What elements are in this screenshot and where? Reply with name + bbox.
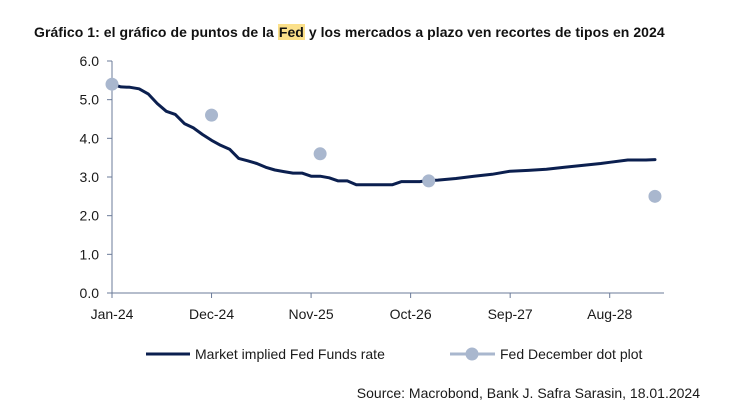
chart-title-suffix: y los mercados a plazo ven recortes de t…: [304, 24, 665, 40]
legend-dot-swatch: [465, 347, 479, 361]
x-tick-label: Sep-27: [488, 306, 533, 322]
x-tick-label: Nov-25: [289, 306, 334, 322]
source-note: Source: Macrobond, Bank J. Safra Sarasin…: [356, 385, 700, 401]
x-tick-label: Jan-24: [91, 306, 134, 322]
dot-plot-point: [648, 189, 662, 203]
legend-label-market-implied: Market implied Fed Funds rate: [195, 346, 385, 362]
market-implied-rate-line: [110, 82, 657, 187]
y-tick-label: 0.0: [80, 285, 100, 301]
dot-plot-point: [205, 108, 219, 122]
chart-title-highlight: Fed: [277, 24, 305, 40]
chart-title-prefix: Gráfico 1: el gráfico de puntos de la: [34, 24, 278, 40]
y-tick-label: 4.0: [80, 130, 100, 146]
y-tick-label: 5.0: [80, 92, 100, 108]
legend: Market implied Fed Funds rate Fed Decembe…: [146, 346, 643, 362]
dot-plot-point: [105, 77, 119, 91]
y-tick-label: 6.0: [80, 53, 100, 69]
x-tick-label: Aug-28: [587, 306, 632, 322]
y-tick-label: 1.0: [80, 246, 100, 262]
x-tick-label: Dec-24: [189, 306, 234, 322]
chart-title: Gráfico 1: el gráfico de puntos de la Fe…: [34, 24, 665, 40]
x-tick-label: Oct-26: [390, 306, 432, 322]
y-axis: 0.0 1.0 2.0 3.0 4.0 5.0 6.0: [80, 53, 113, 301]
series-market-implied: [110, 82, 657, 187]
y-tick-label: 2.0: [80, 208, 100, 224]
y-tick-label: 3.0: [80, 169, 100, 185]
x-axis: Jan-24 Dec-24 Nov-25 Oct-26 Sep-27 Aug-28: [91, 292, 664, 322]
dot-plot-point: [422, 174, 436, 188]
dot-plot-point: [313, 147, 327, 161]
series-dot-plot: [105, 77, 662, 203]
legend-label-dot-plot: Fed December dot plot: [500, 346, 643, 362]
